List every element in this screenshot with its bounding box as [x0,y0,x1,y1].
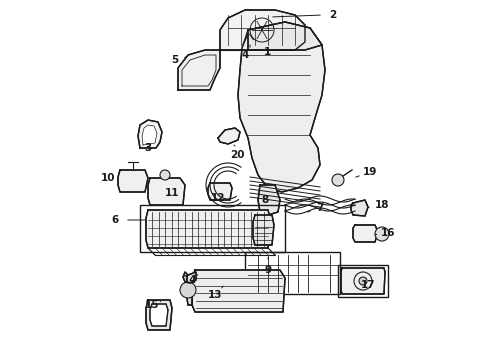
Text: 3: 3 [145,143,151,153]
Polygon shape [118,170,148,192]
Text: 17: 17 [361,280,375,290]
Text: 11: 11 [165,188,179,198]
Polygon shape [208,183,232,200]
Polygon shape [148,178,185,205]
Polygon shape [341,268,385,294]
Circle shape [375,227,389,241]
Text: 5: 5 [172,55,179,65]
Polygon shape [146,210,270,248]
Polygon shape [253,215,274,245]
Text: 6: 6 [111,215,119,225]
Text: 2: 2 [329,10,337,20]
Bar [245,252,340,294]
Text: 16: 16 [381,228,395,238]
Polygon shape [258,185,280,215]
Polygon shape [218,128,240,144]
Polygon shape [183,272,196,283]
Polygon shape [138,120,162,148]
Text: 13: 13 [208,290,222,300]
Polygon shape [146,300,172,330]
Circle shape [332,174,344,186]
Text: 4: 4 [241,50,249,60]
Text: 1: 1 [264,47,270,57]
Text: 18: 18 [375,200,389,210]
Polygon shape [351,200,368,216]
Polygon shape [142,125,157,145]
Text: 9: 9 [265,265,271,275]
Text: 19: 19 [363,167,377,177]
Text: 10: 10 [101,173,115,183]
Circle shape [180,282,196,298]
Circle shape [160,170,170,180]
Text: 8: 8 [261,195,269,205]
Polygon shape [192,270,285,312]
Polygon shape [353,225,378,242]
Polygon shape [178,50,220,90]
Polygon shape [238,22,325,192]
Polygon shape [186,278,192,305]
Bar [140,205,285,252]
Text: 7: 7 [317,203,324,213]
Polygon shape [220,10,305,50]
Text: 20: 20 [230,150,244,160]
Polygon shape [248,22,322,50]
Circle shape [359,277,367,285]
Text: 14: 14 [183,275,197,285]
Text: 12: 12 [211,193,225,203]
Polygon shape [150,304,168,326]
Text: 15: 15 [145,300,159,310]
Bar [338,265,388,297]
